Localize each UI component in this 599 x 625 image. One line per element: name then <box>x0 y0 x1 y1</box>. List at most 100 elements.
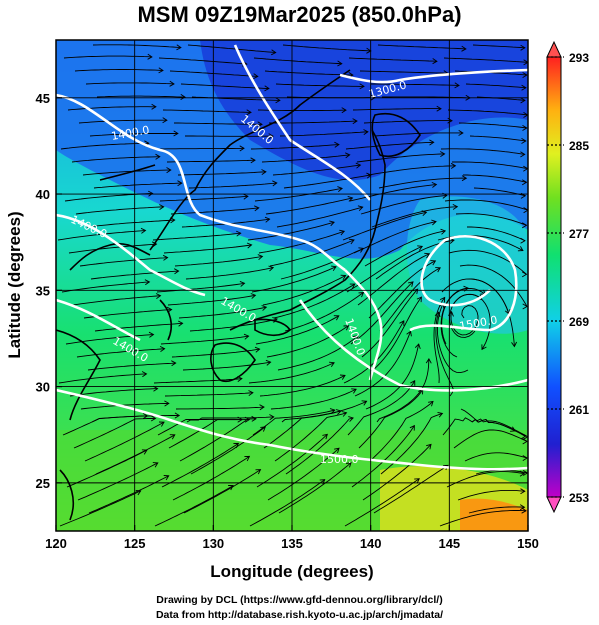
height-contours <box>56 44 528 471</box>
streamline-arrow <box>177 180 183 187</box>
streamline-arrow <box>148 331 155 338</box>
streamline <box>89 133 178 137</box>
streamline-arrow <box>361 400 368 406</box>
streamline <box>83 309 172 319</box>
streamline-arrow <box>510 426 516 432</box>
streamline <box>342 211 427 241</box>
streamline <box>354 331 412 397</box>
streamline-arrow <box>162 254 169 261</box>
y-tick-label: 25 <box>36 476 50 491</box>
streamline <box>163 244 252 254</box>
streamline-arrow <box>522 125 528 131</box>
streamline-arrow <box>348 238 355 245</box>
streamline <box>259 374 346 397</box>
y-axis-label: Latitude (degrees) <box>5 211 24 358</box>
streamline-arrow <box>169 434 176 440</box>
streamline-arrow <box>522 455 528 461</box>
streamline-arrow <box>135 489 142 496</box>
streamline-arrow <box>358 291 365 298</box>
streamline-arrow <box>435 267 441 273</box>
streamline-arrow <box>144 279 151 286</box>
streamline <box>459 264 528 307</box>
streamline <box>369 401 434 462</box>
streamline-arrow <box>150 415 157 422</box>
streamline <box>254 187 343 202</box>
streamline-arrow <box>430 260 437 266</box>
x-tick-label: 145 <box>438 536 460 551</box>
streamline <box>161 443 239 488</box>
streamline <box>447 109 528 116</box>
streamline <box>452 161 528 170</box>
streamline-arrow <box>334 141 340 148</box>
contour-label: 1500.0 <box>320 453 359 466</box>
streamline-arrow <box>246 242 253 249</box>
streamline <box>82 169 171 176</box>
colorbar-max-triangle <box>546 40 562 58</box>
streamline-arrow <box>409 424 415 431</box>
streamline <box>282 44 371 52</box>
streamline-arrow <box>228 485 234 491</box>
streamline-arrow <box>437 411 444 418</box>
colorbar-tick-label: 269 <box>569 315 589 329</box>
streamline-arrow <box>520 237 526 244</box>
streamline-arrow <box>142 413 149 419</box>
streamline <box>179 418 257 462</box>
streamline-arrow <box>440 228 447 235</box>
streamline <box>267 447 340 501</box>
map-plot-area: 1300.0 1400.0 1400.0 1400.0 1400.0 1400.… <box>56 40 528 531</box>
streamline <box>156 282 245 293</box>
streamline-arrow <box>521 222 528 229</box>
colorbar-tick-label: 253 <box>569 491 589 505</box>
streamline-arrow <box>140 227 147 234</box>
streamline-arrow <box>345 152 351 159</box>
streamline-arrow <box>322 433 328 440</box>
streamline-arrow <box>346 462 352 468</box>
streamline-arrow <box>517 246 524 252</box>
streamline <box>442 417 516 436</box>
streamline <box>78 119 167 124</box>
streamline-arrow <box>334 447 340 454</box>
streamline <box>182 361 271 371</box>
streamline-arrow <box>519 470 526 477</box>
streamline <box>183 469 261 514</box>
streamline-arrow <box>519 504 526 511</box>
streamline-arrow <box>432 58 438 65</box>
streamline <box>84 421 165 462</box>
streamline <box>167 294 256 306</box>
streamline-arrow <box>141 371 148 378</box>
streamline <box>347 380 416 436</box>
streamline <box>93 182 182 189</box>
streamline-arrow <box>353 335 359 341</box>
streamline-arrow <box>171 360 177 367</box>
streamline <box>351 425 415 488</box>
streamline-arrow <box>151 103 157 110</box>
streamline <box>464 452 528 462</box>
x-tick-label: 140 <box>360 536 382 551</box>
streamline <box>248 362 335 384</box>
streamline <box>350 281 414 345</box>
streamline-arrow <box>436 105 442 112</box>
streamline <box>250 144 339 150</box>
streamline-arrow <box>250 157 256 164</box>
streamline-arrow <box>166 167 172 174</box>
streamline-arrow <box>349 283 356 289</box>
streamline <box>468 506 525 514</box>
streamline <box>359 70 449 74</box>
x-tick-label: 135 <box>281 536 303 551</box>
streamline-arrow <box>271 49 277 56</box>
streamline <box>269 120 358 124</box>
streamline <box>80 402 169 410</box>
streamline-arrow <box>233 442 240 449</box>
streamline-arrow <box>261 305 268 311</box>
streamline-arrow <box>355 162 362 169</box>
streamline <box>77 462 159 501</box>
streamline <box>360 194 447 215</box>
streamline <box>172 456 250 501</box>
streamline <box>255 315 340 345</box>
streamline-arrow <box>424 252 431 259</box>
streamline-arrow <box>414 478 420 484</box>
streamline-arrow <box>333 315 340 321</box>
streamline <box>160 335 249 345</box>
streamline <box>257 109 347 112</box>
